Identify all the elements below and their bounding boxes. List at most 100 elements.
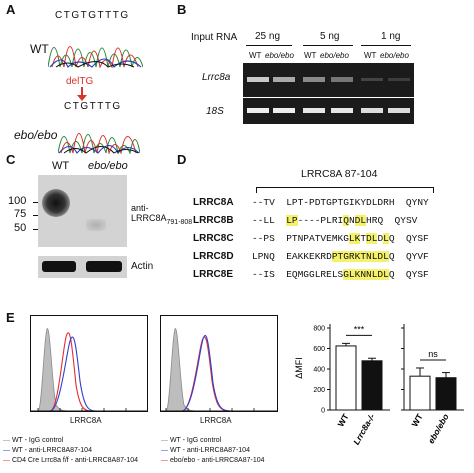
antibody-target: LRRC8A [131, 213, 167, 223]
lane-5-label: WT [364, 51, 377, 60]
panel-e-label: E [6, 310, 15, 325]
sequence-segment: QYSV [383, 215, 418, 226]
histogram-knockout [30, 315, 148, 412]
sequence-segment: --TV LPT-PDTGPTGIKYDLDRH [252, 197, 395, 208]
lrrc8a-band [42, 189, 70, 217]
blot-wt-label: WT [52, 160, 70, 172]
input-rna-label: Input RNA [191, 32, 238, 43]
protein-name: LRRC8B [193, 215, 234, 226]
bar [409, 375, 431, 411]
deletion-arrow-icon [77, 87, 87, 101]
lane-3-label: WT [304, 51, 317, 60]
region-label: LRRC8A 87-104 [301, 168, 378, 180]
actin-label: Actin [131, 261, 154, 272]
mutant-sequence: CTGTTTG [64, 101, 122, 112]
knockout-curve [49, 332, 93, 412]
mw-tick-50 [33, 229, 38, 230]
deletion-label: delTG [66, 76, 94, 87]
lrrc8a-gel [243, 63, 414, 97]
conserved-residues: L [383, 233, 389, 244]
band [388, 78, 410, 81]
band [361, 78, 383, 81]
lane-6-label: ebo/ebo [380, 51, 409, 60]
legend-item: — WT - anti-LRRC8A87-104 [3, 446, 138, 456]
sequence-segment: --PS PTNPATVEMKG [252, 233, 349, 244]
conserved-residues: GLKNNLDL [343, 269, 389, 280]
amount-5ng: 5 ng [320, 31, 340, 42]
band [247, 77, 269, 82]
igg-control-curve [37, 328, 71, 412]
sequence-segment: D [377, 233, 384, 244]
alignment-row: LRRC8B --LL LP----PLRIQNDLHRQ QYSV [193, 211, 429, 229]
conserved-residues: LK [348, 233, 361, 244]
alignment-row: LRRC8E --IS EQMGGLRELSGLKNNLDLQ QYSF [193, 265, 429, 283]
band [388, 108, 410, 113]
panel-a-label: A [6, 2, 16, 17]
y-tick-label: 600 [313, 346, 325, 353]
bar [435, 377, 457, 411]
sequence-segment: Q [388, 251, 395, 262]
protein-name: LRRC8C [193, 233, 234, 244]
legend-dash: — [161, 437, 170, 444]
histogram-ebo [160, 315, 278, 412]
legend-dash: — [3, 447, 12, 454]
legend-item: — WT - IgG control [161, 436, 265, 446]
significance-label: ns [428, 349, 438, 359]
sequence-segment: N [348, 215, 355, 226]
actin-band [86, 261, 122, 272]
ebo-curve [181, 336, 231, 412]
sequence-segment: LPNQ EAKKEKRD [252, 251, 332, 262]
sequence-segment: QYNY [394, 197, 429, 208]
amount-1ng: 1 ng [381, 31, 401, 42]
mw-50: 50 [14, 222, 27, 234]
lrrc8a-gel-label: Lrrc8a [202, 72, 231, 83]
lrrc8a-blot [38, 175, 127, 247]
antibody-label: anti- LRRC8A791-808 [131, 203, 192, 226]
smear [86, 219, 106, 231]
18s-gel-label: 18S [206, 106, 224, 117]
conserved-residues: PTGRKTNLDL [331, 251, 389, 262]
significance-label: *** [354, 324, 365, 334]
wt-chromatogram [48, 45, 143, 68]
legend-text: WT - anti-LRRC8A87-104 [11, 447, 92, 454]
band [273, 77, 295, 82]
y-tick-label: 400 [313, 367, 325, 374]
panel-d-label: D [177, 152, 187, 167]
sequence-segment: Q [388, 269, 395, 280]
actin-blot [38, 256, 127, 278]
legend-item: — ebo/ebo - anti-LRRC8A87-104 [161, 456, 265, 466]
band [361, 108, 383, 113]
alignment: LRRC8A --TV LPT-PDTGPTGIKYDLDRH QYNY LRRC… [193, 193, 429, 283]
band [331, 77, 353, 82]
lane-2-label: ebo/ebo [265, 51, 294, 60]
sequence-segment: HRQ [366, 215, 384, 226]
mutant-label: ebo/ebo [14, 128, 58, 142]
legend-left: — WT - IgG control — WT - anti-LRRC8A87-… [3, 436, 138, 466]
legend-item: — CD4 Cre Lrrc8a f/f - anti-LRRC8A87-104 [3, 456, 138, 466]
lane-1-label: WT [249, 51, 262, 60]
alignment-row: LRRC8C --PS PTNPATVEMKGLKTDLDLQ QYSF [193, 229, 429, 247]
bracket-5ng [303, 45, 353, 46]
mw-75: 75 [14, 208, 27, 220]
bracket-25ng [246, 45, 292, 46]
sequence-segment: --IS EQMGGLRELS [252, 269, 344, 280]
amount-25ng: 25 ng [255, 31, 281, 42]
18s-gel [243, 98, 414, 124]
wt-antibody-curve [181, 335, 232, 412]
actin-band [42, 261, 76, 272]
category-label: Lrrc8a-/- [351, 412, 377, 447]
band [303, 77, 325, 82]
bar [335, 345, 357, 411]
antibody-prefix: anti- [131, 203, 149, 213]
conserved-residues: Q [343, 215, 349, 226]
sequence-segment: T [360, 233, 367, 244]
legend-dash: — [3, 457, 12, 464]
conserved-residues: DL [366, 233, 378, 244]
conserved-residues: LP [286, 215, 298, 226]
lane-4-label: ebo/ebo [320, 51, 349, 60]
igg-control-curve [165, 328, 199, 412]
blot-mutant-label: ebo/ebo [88, 160, 128, 172]
mw-100: 100 [8, 195, 27, 207]
y-tick-label: 800 [313, 326, 325, 333]
